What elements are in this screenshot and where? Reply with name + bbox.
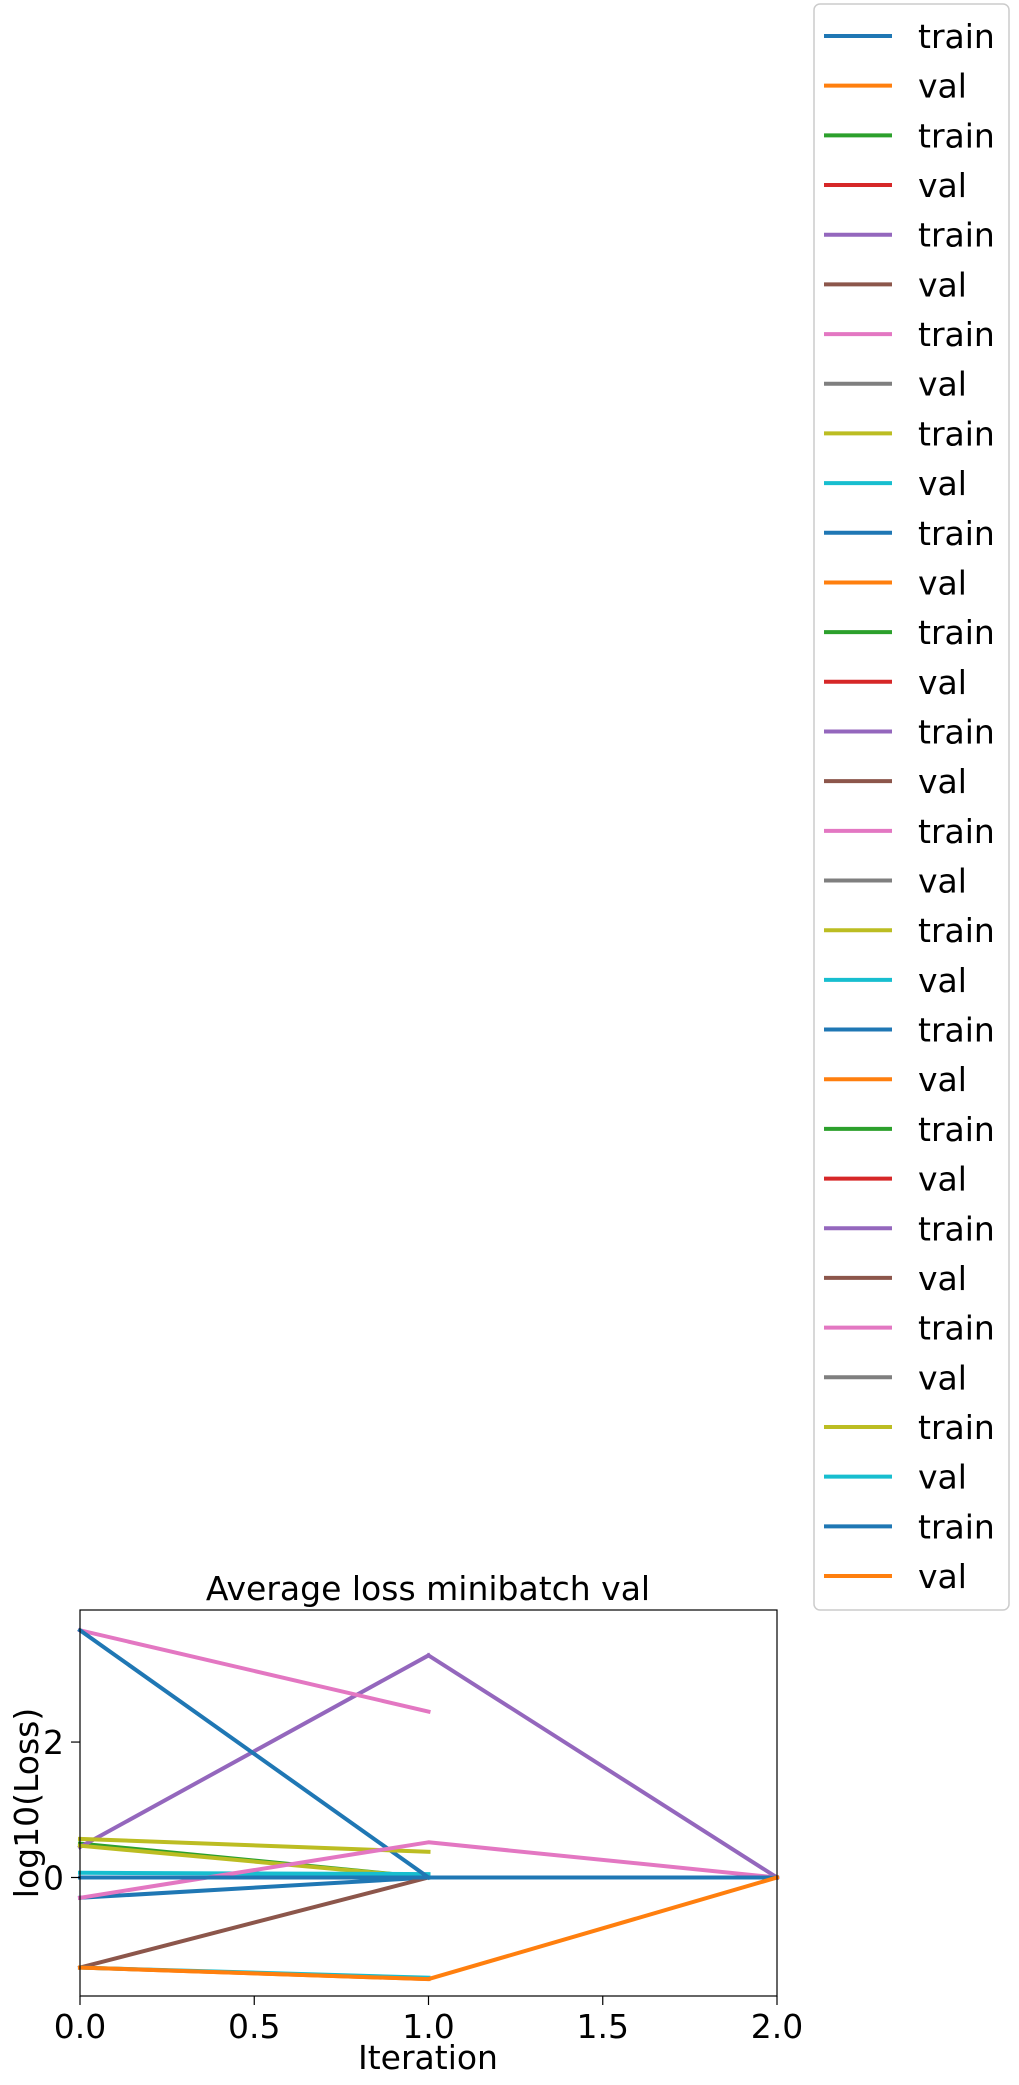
legend-label: val (918, 1458, 967, 1497)
legend-label: val (918, 563, 967, 602)
legend-label: val (918, 961, 967, 1000)
legend-label: val (918, 464, 967, 503)
legend-label: train (918, 414, 995, 453)
legend-label: train (918, 1507, 995, 1546)
legend-label: train (918, 17, 995, 56)
legend-label: train (918, 1110, 995, 1149)
x-axis-ticks: 0.0 0.5 1.0 1.5 2.0 (54, 1996, 803, 2046)
legend-items: train val train val train val train val train val… (824, 17, 995, 1596)
legend-label: val (918, 67, 967, 106)
legend-label: train (918, 911, 995, 950)
legend-label: train (918, 712, 995, 751)
x-tick-label: 1.5 (577, 2007, 629, 2046)
series-line-5-val (77, 1875, 431, 1971)
legend-label: val (918, 1358, 967, 1397)
y-tick-label: 0 (43, 1858, 64, 1897)
legend-label: val (918, 265, 967, 304)
legend-label: val (918, 1557, 967, 1596)
x-tick-label: 1.0 (402, 2007, 454, 2046)
series-line-4-train (77, 1652, 432, 1850)
legend-label: val (918, 862, 967, 901)
legend-label: train (918, 1011, 995, 1050)
series-line-6-train (77, 1627, 431, 1715)
legend-label: train (918, 514, 995, 553)
chart-title: Average loss minibatch val (206, 1569, 650, 1608)
legend-label: train (918, 216, 995, 255)
legend-label: train (918, 1209, 995, 1248)
y-axis-label: log10(Loss) (7, 1708, 46, 1898)
legend-frame (813, 3, 1010, 1611)
series-line-31-val (77, 1875, 780, 1982)
plot-frame (79, 1609, 778, 1997)
legend-label: val (918, 365, 967, 404)
legend-label: train (918, 1408, 995, 1447)
legend-label: val (918, 166, 967, 205)
legend: train val train val train val train val train val… (813, 3, 1010, 1611)
x-tick-label: 0.0 (54, 2007, 106, 2046)
legend-label: train (918, 315, 995, 354)
series-line-24-train (425, 1652, 780, 1881)
y-axis-ticks: 02 (43, 1723, 80, 1897)
legend-label: train (918, 812, 995, 851)
legend-label: train (918, 1309, 995, 1348)
x-tick-label: 2.0 (751, 2007, 803, 2046)
series-line-9-val (77, 1870, 431, 1877)
legend-label: val (918, 1160, 967, 1199)
legend-label: val (918, 663, 967, 702)
series-line-0-train (77, 1875, 431, 1900)
x-tick-label: 0.5 (228, 2007, 280, 2046)
legend-label: train (918, 116, 995, 155)
legend-label: val (918, 1259, 967, 1298)
series-line-10-train (77, 1627, 432, 1881)
y-tick-label: 2 (43, 1723, 64, 1762)
legend-label: train (918, 613, 995, 652)
x-axis-label: Iteration (358, 2038, 498, 2077)
plot-lines (77, 1627, 780, 1982)
legend-label: val (918, 762, 967, 801)
legend-label: val (918, 1060, 967, 1099)
